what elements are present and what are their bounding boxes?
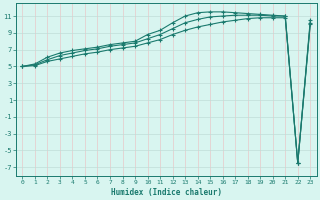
- X-axis label: Humidex (Indice chaleur): Humidex (Indice chaleur): [111, 188, 222, 197]
